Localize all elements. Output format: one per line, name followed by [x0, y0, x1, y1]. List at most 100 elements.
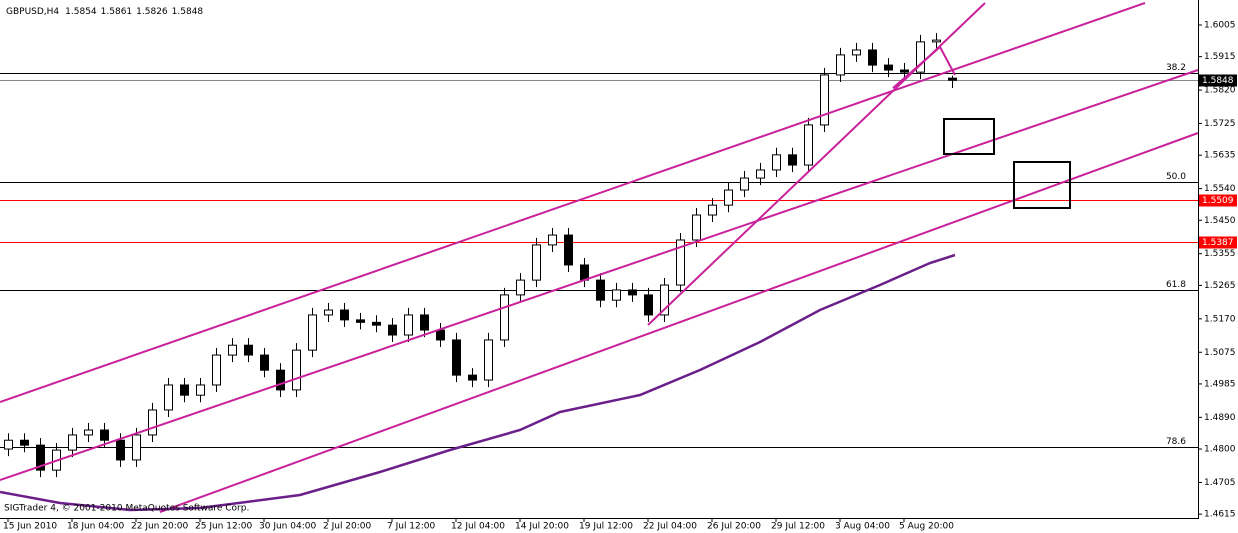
candle-body [772, 154, 781, 171]
candle-body [900, 69, 909, 73]
candle-body [804, 124, 813, 166]
y-tick-label: 1.4705 [1204, 478, 1236, 488]
candle-body [452, 339, 461, 376]
candle-body [676, 239, 685, 286]
x-tick-label: 3 Aug 04:00 [835, 522, 890, 532]
candle-body [548, 234, 557, 246]
candle-body [308, 314, 317, 351]
x-tick-label: 7 Jul 12:00 [387, 522, 436, 532]
last-high: 1.5861 [101, 7, 133, 17]
candle-body [100, 429, 109, 441]
box-1 [943, 118, 995, 155]
x-tick-label: 18 Jun 04:00 [67, 522, 124, 532]
y-tick-label: 1.5450 [1204, 216, 1236, 226]
header: GBPUSD,H4 1.5854 1.5861 1.5826 1.5848 [6, 7, 203, 17]
y-tick-label: 1.4615 [1204, 510, 1236, 520]
last-close: 1.5848 [172, 7, 204, 17]
y-tick-label: 1.5725 [1204, 119, 1236, 129]
x-tick-label: 22 Jun 20:00 [131, 522, 188, 532]
y-tick-label: 1.5540 [1204, 184, 1236, 194]
candle-body [884, 64, 893, 71]
candle-body [596, 279, 605, 301]
candle-body [4, 439, 13, 450]
candle-body [436, 329, 445, 341]
bid-label-box [1199, 74, 1237, 87]
candle-body [948, 77, 957, 81]
moving-average [0, 253, 956, 512]
last-low: 1.5826 [136, 7, 168, 17]
candle-body [260, 354, 269, 371]
candle-body [212, 354, 221, 386]
candle-body [836, 54, 845, 76]
candle-body [84, 429, 93, 436]
candle-body [420, 314, 429, 331]
x-tick-label: 12 Jul 04:00 [451, 522, 505, 532]
candle-body [36, 444, 45, 471]
candle-body [628, 289, 637, 296]
price-label: 1.5387 [1202, 238, 1234, 248]
y-tick-label: 1.5635 [1204, 151, 1236, 161]
candle-body [660, 284, 669, 316]
price-label-box [1199, 236, 1237, 249]
candle-body [516, 279, 525, 296]
x-tick-label: 2 Jul 20:00 [323, 522, 372, 532]
trendline-top [892, 45, 956, 89]
y-tick-label: 1.4890 [1204, 413, 1236, 423]
candle-body [756, 169, 765, 179]
level-label: 50.0 [1166, 172, 1186, 182]
x-tick-label: 5 Aug 20:00 [899, 522, 954, 532]
candle-body [612, 289, 621, 301]
y-tick-label: 1.4985 [1204, 379, 1236, 389]
candle-body [20, 439, 29, 446]
candle-body [132, 434, 141, 461]
symbol: GBPUSD,H4 [6, 7, 59, 17]
channel-middle [0, 69, 1199, 481]
candle-body [68, 434, 77, 451]
candle-body [180, 384, 189, 396]
level-label: 78.6 [1166, 437, 1186, 447]
x-tick-label: 14 Jul 20:00 [515, 522, 569, 532]
y-tick-label: 1.5170 [1204, 314, 1236, 324]
y-tick-label: 1.4800 [1204, 445, 1236, 455]
candle-body [484, 339, 493, 381]
level-label: 61.8 [1166, 280, 1186, 290]
y-tick-label: 1.5265 [1204, 281, 1236, 291]
x-tick-label: 29 Jul 12:00 [771, 522, 825, 532]
price-label-box [1199, 194, 1237, 207]
x-tick-label: 25 Jun 12:00 [195, 522, 252, 532]
candle-body [580, 264, 589, 281]
candle-body [868, 49, 877, 66]
y-tick-label: 1.5075 [1204, 348, 1236, 358]
y-tick-label: 1.5915 [1204, 52, 1236, 62]
candle-body [196, 384, 205, 396]
y-tick-label: 1.6005 [1204, 20, 1236, 30]
candle-body [692, 214, 701, 241]
last-open: 1.5854 [65, 7, 97, 17]
candle-body [788, 154, 797, 166]
channel-upper [0, 2, 1146, 403]
candle-body [372, 321, 381, 326]
x-tick-label: 30 Jun 04:00 [259, 522, 316, 532]
x-tick-label: 26 Jul 20:00 [707, 522, 761, 532]
candle-body [708, 204, 717, 216]
footer: SIGTrader 4, © 2001-2010 MetaQuotes Soft… [4, 504, 249, 514]
candle-body [852, 49, 861, 56]
candle-body [276, 369, 285, 391]
y-tick-label: 1.5355 [1204, 249, 1236, 259]
candle-body [740, 177, 749, 191]
bid-label: 1.5848 [1202, 76, 1234, 86]
y-tick-label: 1.5820 [1204, 86, 1236, 96]
candle-body [292, 349, 301, 391]
candle-body [356, 319, 365, 323]
channel-lower [159, 132, 1199, 513]
candle-body [340, 309, 349, 321]
candle-body [164, 384, 173, 411]
level-label: 38.2 [1166, 63, 1186, 73]
x-tick-label: 19 Jul 12:00 [579, 522, 633, 532]
x-tick-label: 15 Jun 2010 [3, 522, 57, 532]
candle-body [244, 344, 253, 356]
